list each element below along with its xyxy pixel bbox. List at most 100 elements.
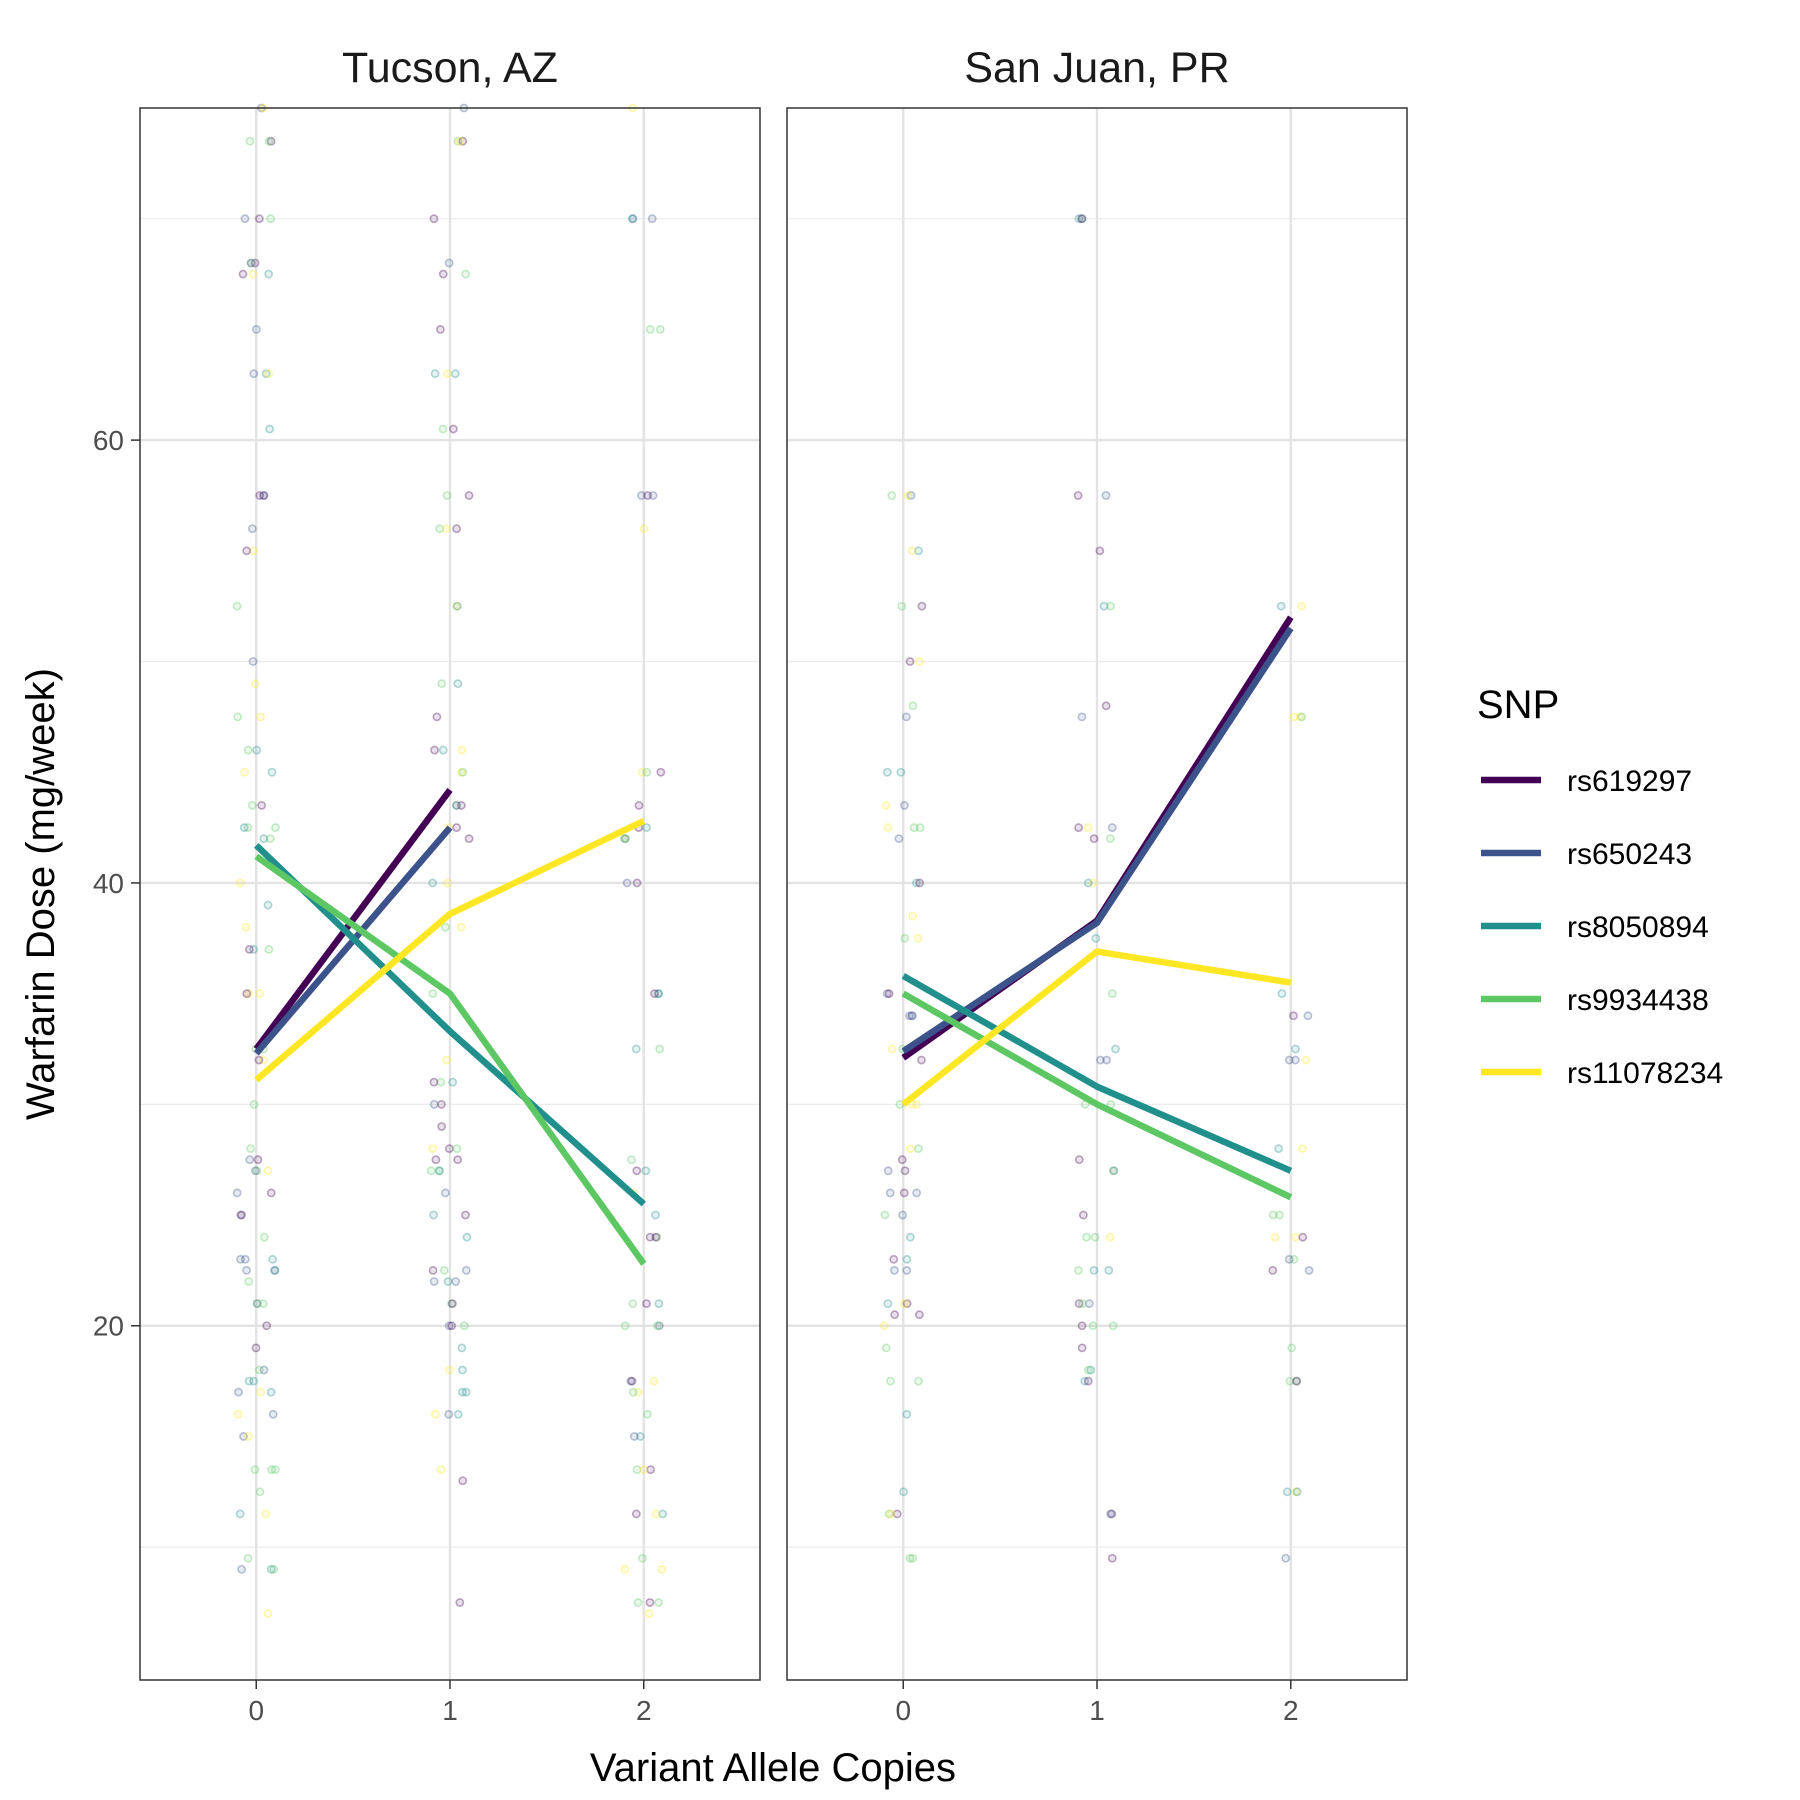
data-point bbox=[884, 1509, 894, 1519]
series-line-rs9934438 bbox=[254, 853, 647, 1266]
data-point bbox=[1289, 1011, 1298, 1021]
data-point bbox=[429, 1099, 439, 1109]
data-point bbox=[1268, 1210, 1278, 1220]
data-point bbox=[651, 1509, 661, 1519]
data-point bbox=[653, 1321, 662, 1331]
data-point bbox=[905, 1144, 915, 1154]
data-point bbox=[442, 491, 452, 500]
data-point bbox=[883, 1299, 893, 1309]
data-point bbox=[249, 369, 259, 379]
data-point bbox=[456, 767, 466, 777]
data-point bbox=[905, 1232, 915, 1242]
data-point bbox=[240, 1254, 250, 1264]
series-line-rs11078234 bbox=[901, 948, 1292, 1107]
data-point bbox=[451, 1277, 461, 1286]
data-point bbox=[909, 823, 919, 832]
data-point bbox=[431, 1155, 441, 1165]
data-point bbox=[1275, 1210, 1284, 1220]
data-point bbox=[455, 1598, 465, 1607]
data-point bbox=[650, 989, 659, 999]
data-point bbox=[1088, 1321, 1098, 1331]
data-point bbox=[461, 269, 471, 279]
data-point bbox=[453, 679, 463, 689]
data-point bbox=[455, 136, 465, 146]
data-point bbox=[435, 325, 445, 334]
data-point bbox=[267, 1465, 276, 1475]
data-point bbox=[654, 1321, 664, 1331]
data-point bbox=[645, 1232, 655, 1242]
data-point bbox=[638, 1553, 647, 1563]
data-point bbox=[899, 1487, 908, 1497]
legend-label-rs11078234: rs11078234 bbox=[1567, 1057, 1723, 1090]
data-point bbox=[250, 1166, 260, 1176]
data-point bbox=[444, 258, 454, 268]
data-point bbox=[902, 1299, 912, 1309]
data-point bbox=[440, 922, 450, 932]
data-point bbox=[271, 823, 280, 832]
data-point bbox=[628, 214, 638, 224]
data-point bbox=[436, 1077, 446, 1087]
data-point bbox=[437, 679, 447, 689]
data-point bbox=[1285, 1376, 1295, 1386]
data-point bbox=[645, 1598, 655, 1607]
data-point bbox=[248, 269, 258, 279]
series-line-rs619297 bbox=[253, 787, 453, 1051]
data-point bbox=[453, 136, 463, 146]
data-point bbox=[242, 1265, 251, 1275]
data-point bbox=[620, 834, 629, 844]
data-point bbox=[249, 1376, 259, 1386]
data-point bbox=[1108, 989, 1117, 999]
data-point bbox=[237, 1210, 246, 1220]
data-point bbox=[430, 369, 440, 379]
data-point bbox=[620, 1321, 630, 1331]
data-point bbox=[236, 1210, 246, 1220]
series-lines bbox=[253, 787, 647, 1266]
data-point bbox=[429, 1077, 439, 1087]
data-point bbox=[913, 933, 923, 943]
data-point bbox=[1297, 601, 1307, 611]
data-point bbox=[238, 269, 248, 279]
data-point bbox=[1289, 712, 1299, 722]
data-point bbox=[450, 369, 460, 379]
data-point bbox=[252, 1299, 262, 1309]
data-point bbox=[246, 258, 256, 268]
data-point bbox=[883, 823, 893, 832]
data-point bbox=[262, 1321, 272, 1331]
data-point bbox=[235, 878, 245, 888]
data-point bbox=[428, 1144, 438, 1154]
data-point bbox=[642, 823, 651, 832]
data-point bbox=[884, 989, 894, 999]
data-point bbox=[620, 1564, 630, 1574]
data-point bbox=[462, 1232, 472, 1242]
data-point bbox=[263, 1166, 273, 1176]
data-point bbox=[270, 1465, 280, 1475]
data-point bbox=[634, 801, 644, 810]
data-point bbox=[905, 1553, 915, 1563]
data-point bbox=[899, 1188, 909, 1198]
data-point bbox=[458, 1476, 468, 1486]
data-point bbox=[453, 1409, 463, 1419]
data-point bbox=[1290, 1055, 1300, 1065]
data-point bbox=[255, 989, 265, 999]
data-point bbox=[1304, 1265, 1314, 1275]
data-point bbox=[643, 1409, 652, 1419]
data-point bbox=[461, 1265, 471, 1275]
data-point bbox=[886, 1509, 896, 1519]
data-point bbox=[435, 1166, 444, 1176]
data-point bbox=[264, 369, 274, 379]
data-point bbox=[464, 834, 474, 844]
data-point bbox=[1089, 1265, 1099, 1275]
legend-title: SNP bbox=[1477, 683, 1559, 727]
data-point bbox=[627, 1376, 637, 1386]
data-point bbox=[647, 214, 657, 224]
data-point bbox=[247, 801, 257, 810]
data-point bbox=[233, 1409, 243, 1419]
data-point bbox=[1291, 1044, 1300, 1054]
data-point bbox=[903, 491, 913, 500]
series-lines bbox=[901, 615, 1294, 1201]
legend-label-rs650243: rs650243 bbox=[1567, 838, 1692, 871]
data-point bbox=[244, 944, 254, 954]
data-point bbox=[879, 1321, 889, 1331]
data-point bbox=[889, 1254, 899, 1264]
data-point bbox=[259, 834, 269, 844]
